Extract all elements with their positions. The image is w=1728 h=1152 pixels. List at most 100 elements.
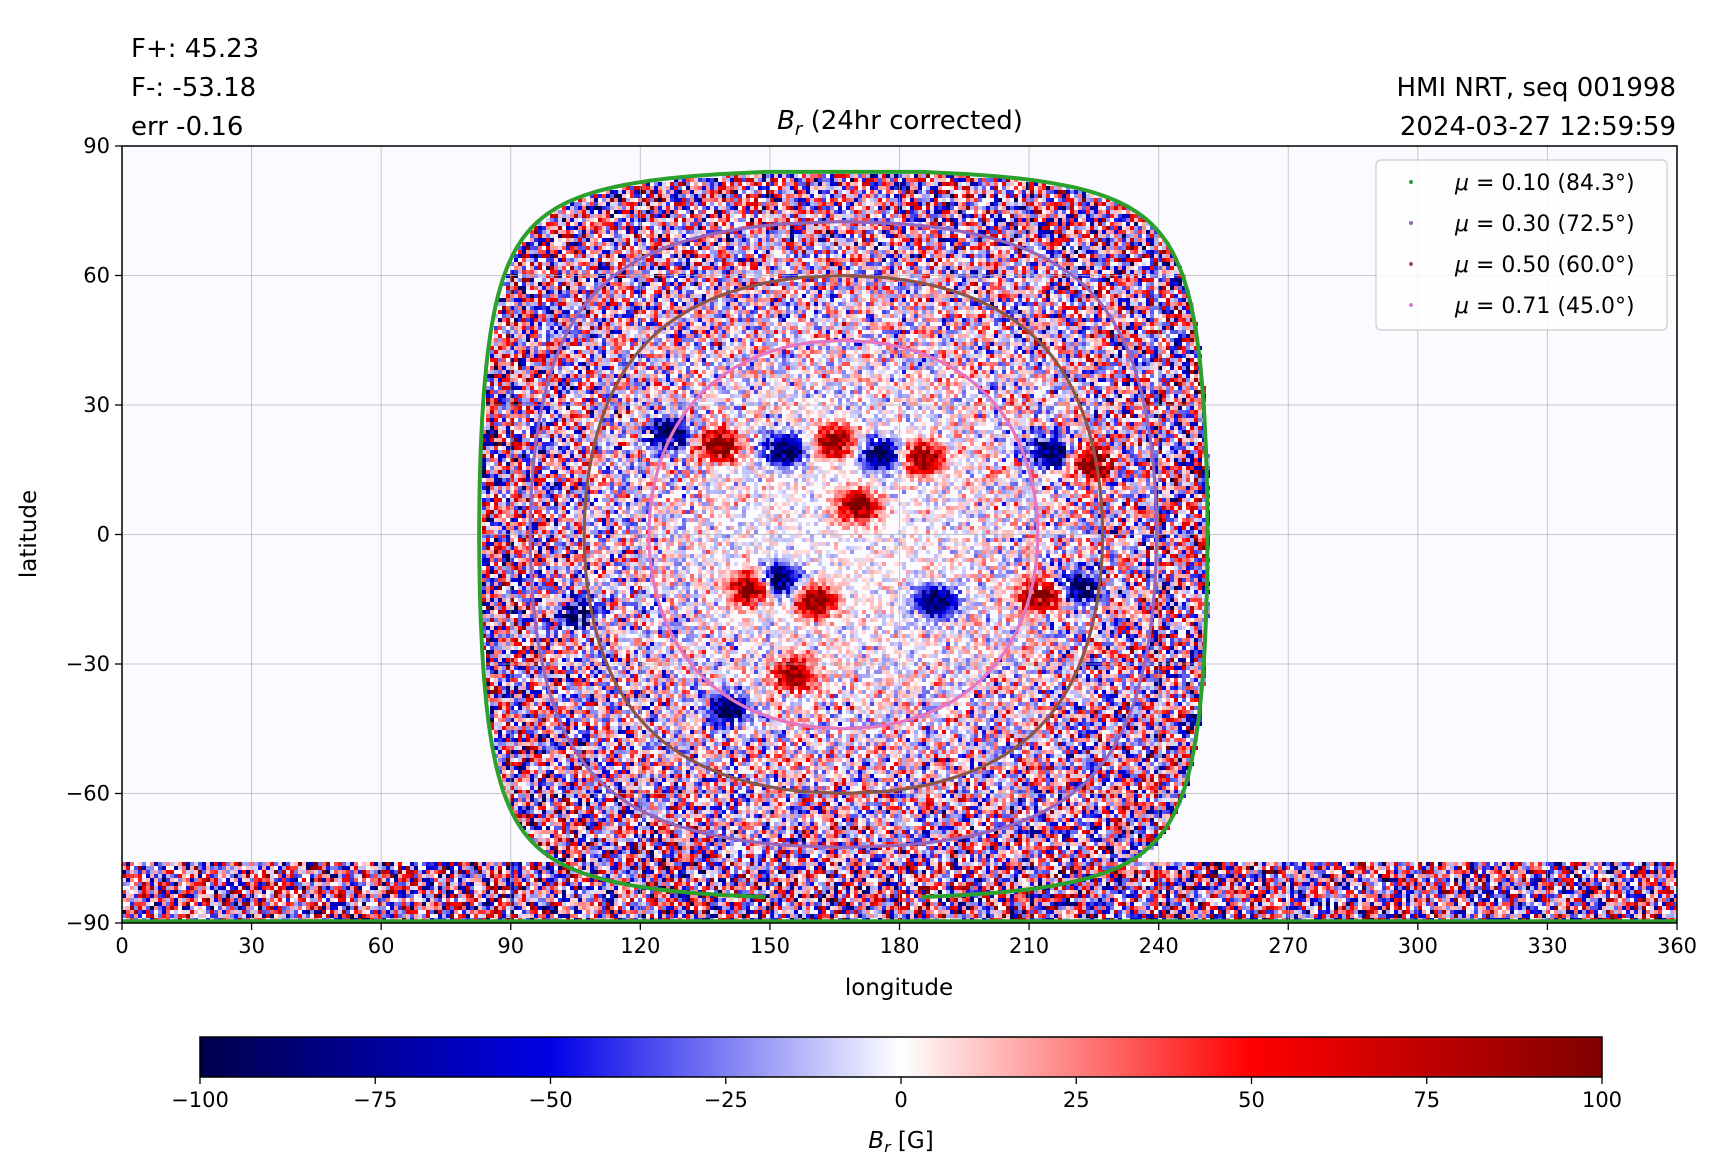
map-cell — [782, 198, 786, 202]
map-cell — [986, 182, 990, 186]
map-cell — [750, 186, 754, 190]
map-cell — [678, 202, 682, 206]
map-cell — [954, 186, 958, 190]
map-cell — [842, 178, 846, 182]
map-cell — [882, 194, 886, 198]
map-cell — [662, 218, 666, 222]
map-cell — [730, 178, 734, 182]
map-cell — [674, 210, 678, 214]
map-cell — [1050, 190, 1054, 194]
map-cell — [666, 194, 670, 198]
map-cell — [902, 206, 906, 210]
map-cell — [566, 214, 570, 218]
map-cell — [558, 210, 562, 214]
map-cell — [670, 210, 674, 214]
map-cell — [942, 202, 946, 206]
map-cell — [646, 210, 650, 214]
map-cell — [626, 206, 630, 210]
map-cell — [982, 214, 986, 218]
map-cell — [618, 206, 622, 210]
map-cell — [758, 186, 762, 190]
map-cell — [1098, 218, 1102, 222]
map-cell — [734, 194, 738, 198]
map-cell — [634, 206, 638, 210]
map-cell — [810, 202, 814, 206]
map-cell — [766, 202, 770, 206]
map-cell — [986, 222, 990, 226]
map-cell — [938, 222, 942, 226]
map-cell — [674, 190, 678, 194]
map-cell — [626, 198, 630, 202]
map-cell — [790, 194, 794, 198]
map-cell — [830, 198, 834, 202]
map-cell — [894, 210, 898, 214]
map-cell — [690, 178, 694, 182]
map-cell — [646, 190, 650, 194]
map-cell — [710, 218, 714, 222]
map-cell — [682, 194, 686, 198]
map-cell — [850, 194, 854, 198]
map-cell — [886, 210, 890, 214]
map-cell — [1006, 198, 1010, 202]
map-cell — [558, 214, 562, 218]
map-cell — [1062, 210, 1066, 214]
map-cell — [970, 186, 974, 190]
map-cell — [766, 186, 770, 190]
map-cell — [1054, 190, 1058, 194]
map-cell — [754, 202, 758, 206]
map-cell — [1018, 214, 1022, 218]
map-cell — [758, 210, 762, 214]
map-cell — [854, 182, 858, 186]
map-cell — [1042, 190, 1046, 194]
map-cell — [742, 210, 746, 214]
map-cell — [734, 182, 738, 186]
map-cell — [642, 218, 646, 222]
map-cell — [886, 198, 890, 202]
map-cell — [702, 190, 706, 194]
map-cell — [1042, 218, 1046, 222]
map-cell — [730, 206, 734, 210]
map-cell — [918, 206, 922, 210]
map-cell — [814, 174, 818, 178]
map-cell — [722, 186, 726, 190]
map-cell — [562, 222, 566, 226]
map-cell — [714, 182, 718, 186]
map-cell — [990, 206, 994, 210]
map-cell — [810, 198, 814, 202]
map-cell — [862, 186, 866, 190]
map-cell — [774, 178, 778, 182]
map-cell — [1034, 198, 1038, 202]
map-cell — [650, 210, 654, 214]
map-cell — [770, 190, 774, 194]
map-cell — [786, 214, 790, 218]
map-cell — [750, 194, 754, 198]
map-cell — [942, 218, 946, 222]
map-cell — [770, 194, 774, 198]
map-cell — [782, 186, 786, 190]
map-cell — [870, 186, 874, 190]
map-cell — [994, 206, 998, 210]
map-cell — [950, 218, 954, 222]
map-cell — [610, 198, 614, 202]
map-cell — [750, 178, 754, 182]
map-cell — [778, 210, 782, 214]
map-cell — [730, 198, 734, 202]
map-cell — [814, 178, 818, 182]
map-cell — [842, 210, 846, 214]
map-cell — [722, 190, 726, 194]
map-cell — [1034, 186, 1038, 190]
map-cell — [818, 178, 822, 182]
map-cell — [858, 214, 862, 218]
map-cell — [910, 210, 914, 214]
map-cell — [662, 210, 666, 214]
map-cell — [1058, 190, 1062, 194]
map-cell — [794, 174, 798, 178]
map-cell — [782, 214, 786, 218]
map-cell — [838, 182, 842, 186]
map-cell — [1006, 182, 1010, 186]
map-cell — [722, 194, 726, 198]
map-cell — [1022, 218, 1026, 222]
map-cell — [906, 190, 910, 194]
map-cell — [658, 214, 662, 218]
map-cell — [770, 182, 774, 186]
